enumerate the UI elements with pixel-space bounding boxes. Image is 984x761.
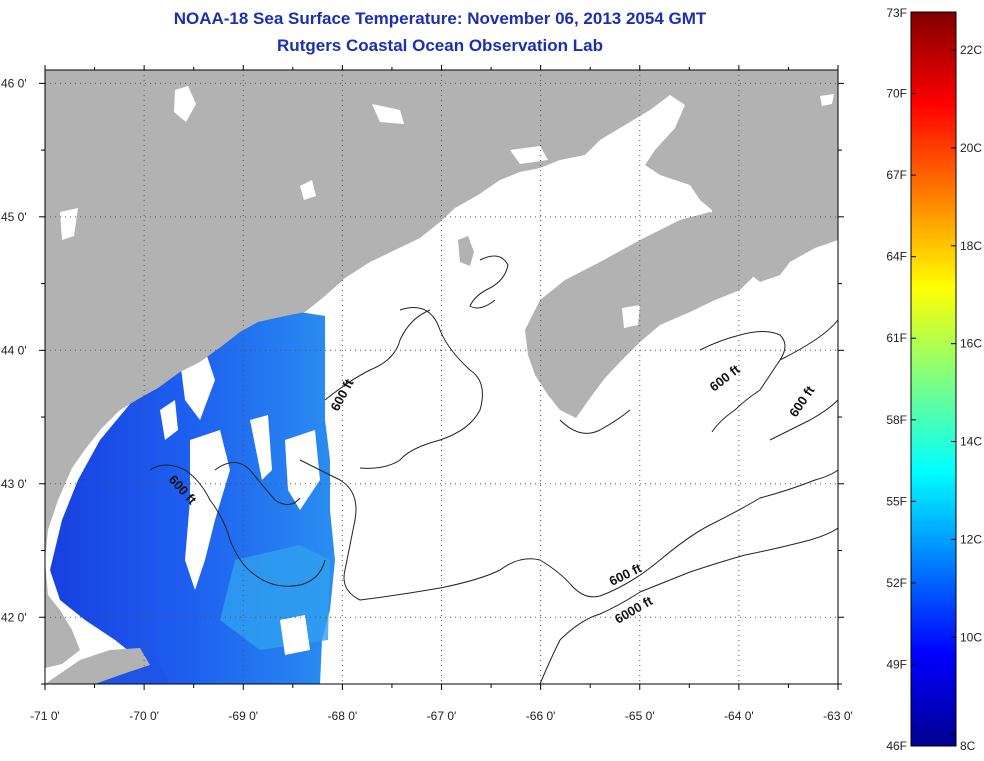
- lat-tick-label: 43 0': [1, 477, 27, 491]
- colorbar-f-label: 64F: [886, 250, 907, 264]
- lon-tick-label: -63 0': [823, 709, 853, 723]
- lon-tick-label: -69 0': [228, 709, 258, 723]
- colorbar-f-label: 70F: [886, 87, 907, 101]
- lon-tick-label: -66 0': [526, 709, 556, 723]
- lat-tick-label: 42 0': [1, 610, 27, 624]
- bathymetry-contours: [149, 255, 838, 684]
- lon-tick-label: -64 0': [724, 709, 754, 723]
- colorbar-f-label: 52F: [886, 576, 907, 590]
- colorbar-c-label: 10C: [960, 630, 982, 644]
- colorbar-f-label: 55F: [886, 494, 907, 508]
- colorbar-c-label: 12C: [960, 532, 982, 546]
- lat-tick-label: 44 0': [1, 343, 27, 357]
- land-layer: [45, 70, 838, 684]
- colorbar-c-label: 18C: [960, 239, 982, 253]
- map-axes: -71 0' -70 0' -69 0' -68 0' -67 0' -66 0' -65 …: [1, 65, 853, 723]
- colorbar-c-label: 20C: [960, 141, 982, 155]
- lat-tick-label: 45 0': [1, 210, 27, 224]
- graticule: [45, 70, 838, 684]
- colorbar-f-label: 58F: [886, 413, 907, 427]
- temperature-colorbar: 73F 70F 67F 64F 61F 58F 55F 52F 49F 46F 22C 20C 18C 1…: [886, 6, 982, 753]
- map-title: NOAA-18 Sea Surface Temperature: Novembe…: [173, 9, 707, 28]
- colorbar-c-label: 22C: [960, 43, 982, 57]
- colorbar-gradient: [910, 11, 957, 747]
- lat-tick-label: 46 0': [1, 76, 27, 90]
- map-subtitle: Rutgers Coastal Ocean Observation Lab: [277, 36, 603, 55]
- colorbar-c-label: 8C: [960, 739, 976, 753]
- colorbar-f-label: 61F: [886, 331, 907, 345]
- lon-tick-label: -70 0': [129, 709, 159, 723]
- colorbar-c-label: 16C: [960, 337, 982, 351]
- lon-tick-label: -65 0': [625, 709, 655, 723]
- colorbar-f-label: 67F: [886, 168, 907, 182]
- colorbar-f-label: 46F: [886, 739, 907, 753]
- lon-tick-label: -71 0': [30, 709, 60, 723]
- colorbar-c-label: 14C: [960, 435, 982, 449]
- colorbar-f-label: 73F: [886, 6, 907, 20]
- colorbar-f-label: 49F: [886, 657, 907, 671]
- lon-tick-label: -67 0': [427, 709, 457, 723]
- lon-tick-label: -68 0': [328, 709, 358, 723]
